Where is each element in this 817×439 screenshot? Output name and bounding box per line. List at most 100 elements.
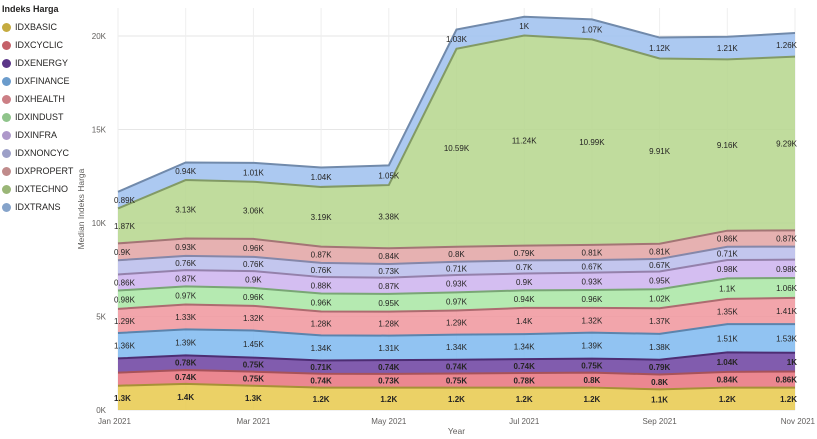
legend-swatch — [2, 184, 11, 194]
data-label-idxpropert: 0.87K — [311, 251, 333, 260]
legend-item-idxcyclic[interactable]: IDXCYCLIC — [0, 36, 80, 54]
legend-label: IDXFINANCE — [15, 76, 70, 86]
data-label-idxtechno: 11.24K — [512, 137, 537, 146]
data-label-idxindust: 0.97K — [446, 297, 468, 306]
legend-label: IDXTRANS — [15, 202, 61, 212]
data-label-idxhealth: 1.29K — [446, 319, 468, 328]
data-label-idxhealth: 1.33K — [175, 313, 197, 322]
data-label-idxinfra: 0.87K — [378, 282, 400, 291]
data-label-idxinfra: 0.93K — [581, 277, 603, 286]
y-tick-label: 20K — [92, 32, 107, 41]
data-label-idxbasic: 1.2K — [313, 395, 330, 404]
y-tick-label: 15K — [92, 126, 107, 135]
legend-item-idxbasic[interactable]: IDXBASIC — [0, 18, 80, 36]
data-label-idxfinance: 1.34K — [311, 344, 333, 353]
data-label-idxinfra: 0.88K — [311, 281, 333, 290]
data-label-idxpropert: 0.96K — [243, 244, 265, 253]
x-tick-label: Jul 2021 — [509, 417, 540, 426]
data-label-idxtrans: 1.07K — [581, 25, 603, 34]
data-label-idxinfra: 0.93K — [446, 280, 468, 289]
legend-item-idxfinance[interactable]: IDXFINANCE — [0, 72, 80, 90]
data-label-idxtrans: 0.94K — [175, 167, 197, 176]
data-label-idxnoncyc: 0.76K — [243, 260, 265, 269]
x-tick-label: Nov 2021 — [781, 417, 816, 426]
data-label-idxpropert: 0.84K — [378, 252, 400, 261]
legend-swatch — [2, 166, 11, 176]
x-tick-label: May 2021 — [371, 417, 407, 426]
legend-item-idxtrans[interactable]: IDXTRANS — [0, 198, 80, 216]
data-label-idxbasic: 1.2K — [719, 395, 736, 404]
data-label-idxcyclic: 0.75K — [446, 377, 468, 386]
data-label-idxindust: 0.95K — [378, 299, 400, 308]
data-label-idxcyclic: 0.8K — [651, 378, 668, 387]
data-label-idxindust: 0.96K — [243, 293, 265, 302]
legend-title: Indeks Harga — [2, 4, 59, 14]
data-label-idxfinance: 1.53K — [776, 334, 798, 343]
data-label-idxpropert: 0.87K — [776, 234, 798, 243]
data-label-idxhealth: 1.28K — [378, 320, 400, 329]
data-label-idxfinance: 1.51K — [717, 334, 739, 343]
data-label-idxhealth: 1.41K — [776, 307, 798, 316]
legend: Indeks Harga IDXBASIC IDXCYCLIC IDXENERGY I… — [0, 2, 80, 216]
data-label-idxnoncyc: 0.7K — [516, 263, 533, 272]
data-label-idxnoncyc: 0.67K — [581, 262, 603, 271]
y-tick-label: 0K — [96, 406, 106, 415]
line-idxbasic — [117, 382, 795, 391]
data-label-idxhealth: 1.35K — [717, 308, 739, 317]
data-label-idxcyclic: 0.86K — [776, 376, 798, 385]
legend-item-idxpropert[interactable]: IDXPROPERT — [0, 162, 80, 180]
data-label-idxpropert: 0.8K — [448, 250, 465, 259]
data-label-idxpropert: 0.86K — [717, 235, 739, 244]
data-label-idxfinance: 1.31K — [378, 344, 400, 353]
data-label-idxfinance: 1.45K — [243, 340, 265, 349]
legend-item-idxtechno[interactable]: IDXTECHNO — [0, 180, 80, 198]
data-label-idxenergy: 0.74K — [378, 363, 400, 372]
area-idxindust — [118, 277, 795, 312]
data-label-idxpropert: 0.81K — [649, 247, 671, 256]
data-label-idxtrans: 1.21K — [717, 44, 739, 53]
legend-item-idxindust[interactable]: IDXINDUST — [0, 108, 80, 126]
data-label-idxpropert: 0.93K — [175, 243, 197, 252]
data-label-idxcyclic: 0.78K — [514, 376, 536, 385]
data-label-idxnoncyc: 0.71K — [717, 249, 739, 258]
area-idxbasic — [118, 383, 795, 410]
legend-item-idxnoncyc[interactable]: IDXNONCYC — [0, 144, 80, 162]
data-label-idxtechno: 10.59K — [444, 144, 470, 153]
data-label-idxfinance: 1.36K — [114, 342, 136, 351]
data-label-idxfinance: 1.39K — [175, 338, 197, 347]
line-idxtechno — [117, 34, 796, 210]
data-label-idxbasic: 1.3K — [245, 394, 262, 403]
x-tick-label: Mar 2021 — [237, 417, 271, 426]
data-label-idxbasic: 1.3K — [114, 394, 131, 403]
data-label-idxbasic: 1.2K — [448, 395, 465, 404]
data-label-idxnoncyc: 0.73K — [378, 267, 400, 276]
data-label-idxinfra: 0.98K — [776, 265, 798, 274]
data-label-idxtrans: 1.03K — [446, 35, 468, 44]
legend-label: IDXPROPERT — [15, 166, 74, 176]
x-tick-label: Sep 2021 — [642, 417, 677, 426]
data-label-idxhealth: 1.4K — [516, 317, 533, 326]
legend-item-idxhealth[interactable]: IDXHEALTH — [0, 90, 80, 108]
legend-item-idxinfra[interactable]: IDXINFRA — [0, 126, 80, 144]
data-label-idxnoncyc: 0.67K — [649, 261, 671, 270]
data-label-idxfinance: 1.34K — [514, 343, 536, 352]
data-label-idxenergy: 0.74K — [446, 363, 468, 372]
data-label-idxpropert: 0.81K — [581, 248, 603, 257]
data-label-idxinfra: 0.86K — [114, 278, 136, 287]
legend-swatch — [2, 112, 11, 122]
data-label-idxhealth: 1.37K — [649, 317, 671, 326]
legend-item-idxenergy[interactable]: IDXENERGY — [0, 54, 80, 72]
data-label-idxcyclic: 0.74K — [310, 377, 332, 386]
line-idxenergy — [117, 351, 796, 362]
data-label-idxindust: 0.96K — [311, 298, 333, 307]
data-label-idxpropert: 0.79K — [514, 249, 536, 258]
legend-swatch — [2, 148, 11, 158]
legend-label: IDXINFRA — [15, 130, 58, 140]
data-label-idxtechno: 3.38K — [378, 213, 400, 222]
legend-swatch — [2, 22, 11, 32]
data-label-idxtechno: 1.87K — [114, 222, 136, 231]
data-label-idxcyclic: 0.84K — [717, 376, 739, 385]
legend-swatch — [2, 130, 11, 140]
legend-swatch — [2, 76, 11, 86]
data-label-idxenergy: 0.78K — [175, 359, 197, 368]
